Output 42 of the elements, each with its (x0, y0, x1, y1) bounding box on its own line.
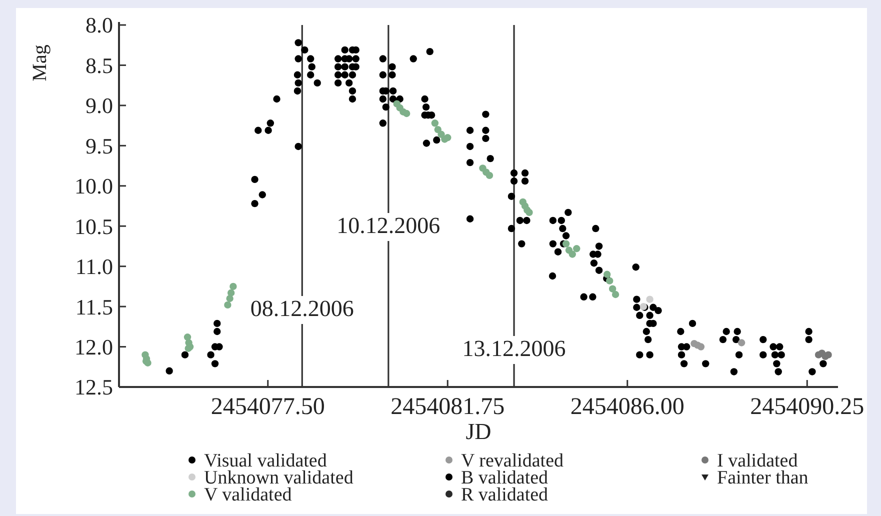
legend-label: R validated (461, 484, 549, 506)
point (224, 301, 232, 309)
point (646, 296, 654, 303)
point (403, 110, 410, 118)
point (526, 208, 533, 216)
point (444, 134, 452, 142)
y-tick-label: 8.0 (86, 12, 113, 38)
legend-label: V validated (204, 484, 292, 506)
y-tick-label: 9.0 (86, 93, 113, 118)
point (738, 339, 746, 346)
point (486, 172, 494, 180)
point (824, 351, 832, 358)
y-tick-label: 11.0 (75, 254, 113, 280)
point (573, 245, 580, 252)
point (606, 277, 614, 284)
point (608, 285, 616, 292)
ref-line-label: 08.12.2006 (250, 296, 354, 321)
x-tick-label: 2454081.75 (390, 394, 505, 420)
y-tick-label: 8.5 (86, 52, 113, 78)
y-tick-label: 10.0 (74, 174, 113, 199)
legend-label: Fainter than (717, 468, 809, 489)
ref-line-label: 10.12.2006 (336, 213, 440, 238)
point (431, 120, 439, 127)
x-axis-title: JD (466, 419, 492, 444)
ref-line-label: 13.12.2006 (462, 336, 566, 361)
point (562, 240, 570, 248)
y-axis-title: Mag (29, 44, 51, 82)
point (568, 250, 576, 258)
x-tick-label: 2454077.50 (210, 394, 325, 420)
point (227, 289, 235, 296)
point (612, 290, 620, 298)
x-tick-label: 2454086.00 (570, 394, 684, 420)
point (230, 282, 237, 290)
point (603, 270, 611, 278)
point (697, 343, 705, 350)
y-tick-label: 10.5 (74, 214, 113, 239)
point (434, 126, 442, 134)
y-tick-label: 11.5 (75, 294, 113, 320)
y-tick-label: 12.0 (74, 334, 113, 360)
y-tick-label: 9.5 (86, 133, 113, 158)
x-tick-label: 2454090.25 (750, 394, 864, 420)
y-tick-label: 12.5 (74, 374, 113, 400)
